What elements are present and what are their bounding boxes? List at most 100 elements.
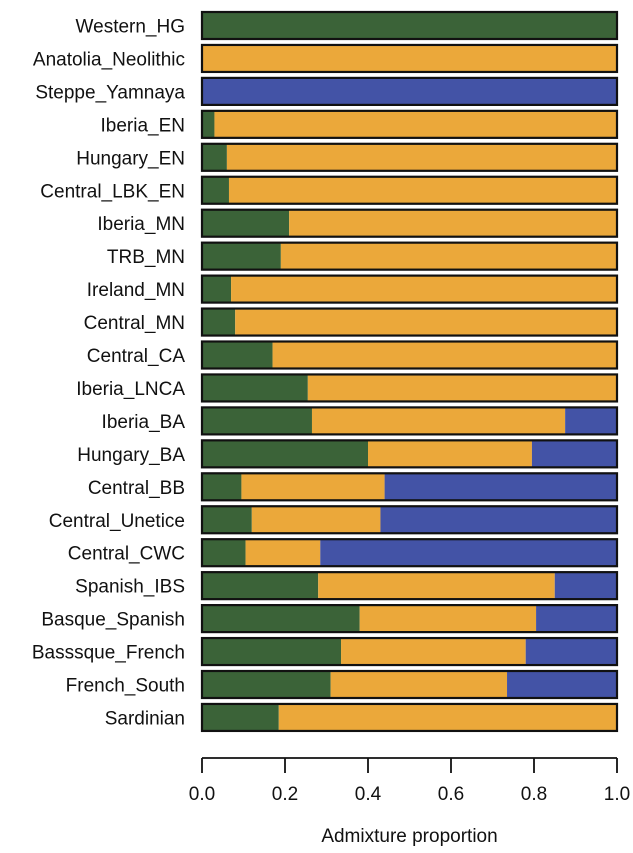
row-sardinian: Sardinian (105, 702, 619, 733)
bar-outline (200, 274, 619, 304)
x-tick-label: 1.0 (604, 784, 630, 805)
bar-outline (200, 241, 619, 271)
x-tick-label: 0.4 (355, 784, 382, 805)
row-label: Iberia_LNCA (76, 379, 185, 400)
bar-segment-western-hg (202, 12, 617, 39)
bar-segment-anatolia-neolithic (341, 638, 526, 666)
bar-segment-anatolia-neolithic (280, 242, 617, 270)
row-label: Central_CA (87, 346, 186, 367)
row-label: Basque_Spanish (41, 610, 185, 631)
row-hungary-en: Hungary_EN (76, 142, 619, 172)
bar-segment-anatolia-neolithic (235, 308, 617, 336)
bar-segment-western-hg (202, 308, 236, 336)
bar-segment-western-hg (202, 638, 342, 666)
row-anatolia-neolithic: Anatolia_Neolithic (33, 43, 619, 74)
bar-segment-anatolia-neolithic (318, 572, 555, 600)
bar-segment-western-hg (202, 539, 246, 567)
bar-segment-anatolia-neolithic (330, 671, 508, 698)
row-label: Sardinian (105, 708, 185, 729)
row-label: Hungary_BA (77, 445, 185, 466)
row-label: Hungary_EN (76, 148, 185, 169)
bar-outline (200, 702, 619, 733)
bar-outline (200, 208, 619, 238)
row-label: Iberia_BA (102, 412, 186, 433)
bar-segment-western-hg (202, 703, 279, 731)
bar-segment-anatolia-neolithic (228, 176, 617, 204)
row-french-south: French_South (66, 669, 619, 700)
bar-outline (200, 505, 619, 535)
bar-segment-western-hg (202, 176, 229, 204)
bar-outline (200, 439, 619, 469)
row-label: Central_CWC (68, 544, 185, 565)
x-tick-label: 0.2 (272, 784, 298, 805)
row-western-hg: Western_HG (76, 10, 619, 41)
bar-segment-anatolia-neolithic (202, 44, 617, 72)
bar-outline (200, 340, 619, 370)
row-label: Central_Unetice (49, 511, 185, 532)
bar-segment-anatolia-neolithic (307, 374, 617, 402)
bar-outline (200, 603, 619, 634)
bar-segment-anatolia-neolithic (278, 703, 617, 731)
bar-segment-steppe-yamnaya (531, 440, 617, 468)
bar-segment-steppe-yamnaya (202, 77, 617, 105)
bar-segment-anatolia-neolithic (245, 539, 321, 567)
row-central-cwc: Central_CWC (68, 538, 619, 568)
bar-outline (200, 636, 619, 667)
bar-segment-western-hg (202, 143, 227, 171)
bar-outline (200, 43, 619, 74)
row-iberia-lnca: Iberia_LNCA (76, 373, 619, 403)
row-label: Iberia_MN (97, 214, 185, 235)
bar-segment-anatolia-neolithic (272, 341, 617, 369)
bar-segment-steppe-yamnaya (565, 407, 617, 435)
row-spanish-ibs: Spanish_IBS (75, 571, 619, 601)
bar-outline (200, 669, 619, 700)
bar-segment-western-hg (202, 572, 319, 600)
bar-segment-steppe-yamnaya (525, 638, 617, 666)
row-label: Basssque_French (32, 643, 185, 664)
bar-outline (200, 175, 619, 205)
bar-segment-anatolia-neolithic (289, 209, 617, 237)
row-label: Steppe_Yamnaya (35, 82, 185, 103)
row-label: Spanish_IBS (75, 577, 185, 598)
bar-segment-western-hg (202, 440, 368, 468)
row-iberia-en: Iberia_EN (101, 109, 619, 139)
x-tick-label: 0.0 (189, 784, 215, 805)
x-axis: 0.0 0.2 0.4 0.6 0.8 1.0 (189, 757, 630, 805)
row-label: TRB_MN (107, 247, 185, 268)
row-label: Central_BB (88, 478, 185, 499)
bar-segment-anatolia-neolithic (368, 440, 532, 468)
bar-segment-western-hg (202, 605, 360, 633)
bar-segment-western-hg (202, 374, 308, 402)
bar-segment-steppe-yamnaya (507, 671, 617, 698)
row-central-unetice: Central_Unetice (49, 505, 619, 535)
bar-segment-western-hg (202, 506, 252, 534)
x-tick-label: 0.6 (438, 784, 464, 805)
bar-outline (200, 142, 619, 172)
bar-segment-western-hg (202, 275, 232, 303)
bar-segment-western-hg (202, 242, 281, 270)
bar-outline (200, 373, 619, 403)
row-iberia-ba: Iberia_BA (102, 406, 619, 436)
bar-segment-western-hg (202, 209, 290, 237)
bar-segment-anatolia-neolithic (359, 605, 537, 633)
row-label: French_South (66, 676, 185, 697)
bar-outline (200, 76, 619, 107)
bar-outline (200, 406, 619, 436)
row-label: Anatolia_Neolithic (33, 49, 185, 70)
bar-segment-anatolia-neolithic (241, 473, 385, 501)
bar-segment-anatolia-neolithic (214, 110, 617, 138)
bar-segment-western-hg (202, 341, 273, 369)
row-central-mn: Central_MN (84, 307, 619, 337)
row-basssque-french: Basssque_French (32, 636, 619, 667)
bar-outline (200, 109, 619, 139)
bar-outline (200, 307, 619, 337)
row-label: Western_HG (76, 17, 185, 38)
row-central-lbk-en: Central_LBK_EN (40, 175, 619, 205)
row-label: Iberia_EN (101, 115, 186, 136)
row-label: Central_MN (84, 313, 185, 334)
rows-layer: Western_HG Anatolia_Neolithic Steppe_Yamna… (32, 10, 619, 733)
x-axis-label: Admixture proportion (321, 826, 497, 847)
x-tick-label: 0.8 (521, 784, 547, 805)
row-central-bb: Central_BB (88, 472, 619, 502)
